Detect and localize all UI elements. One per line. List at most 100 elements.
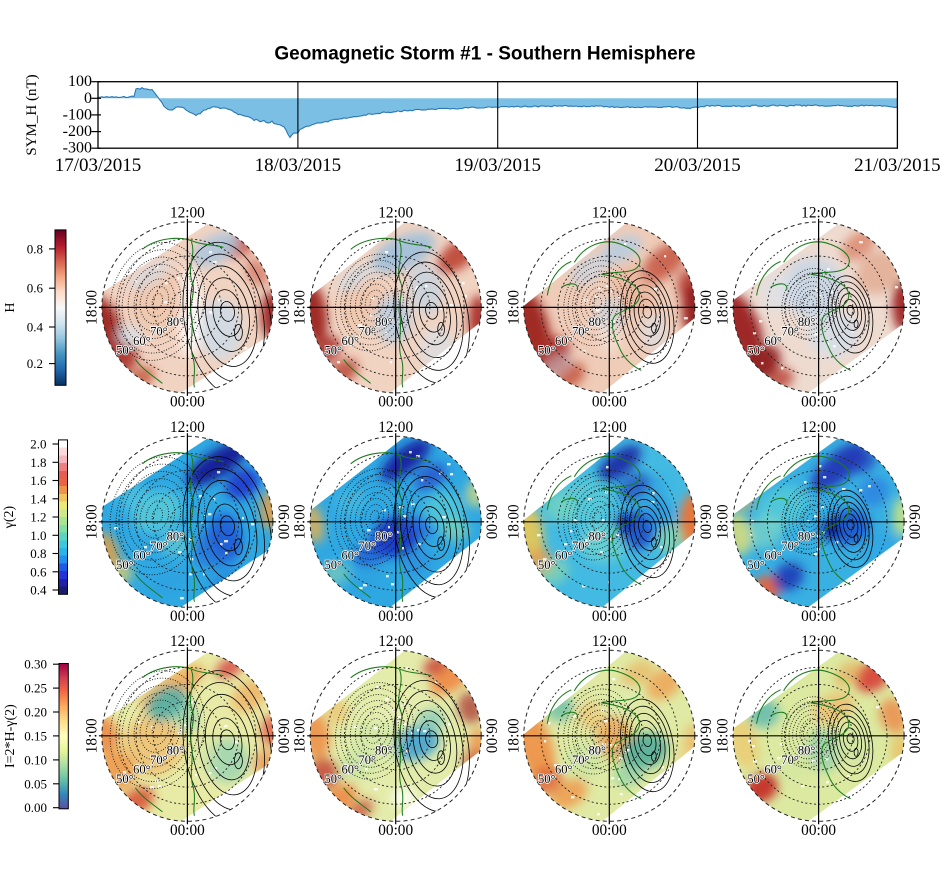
- svg-text:06:00: 06:00: [696, 718, 713, 753]
- svg-text:60°: 60°: [341, 548, 359, 562]
- svg-text:70°: 70°: [781, 324, 799, 338]
- svg-text:50°: 50°: [747, 558, 765, 572]
- svg-text:06:00: 06:00: [906, 504, 923, 539]
- svg-text:70°: 70°: [150, 539, 168, 553]
- svg-text:70°: 70°: [781, 539, 799, 553]
- svg-text:18:00: 18:00: [83, 718, 100, 753]
- svg-text:18:00: 18:00: [505, 290, 522, 325]
- svg-text:50°: 50°: [747, 343, 765, 357]
- svg-text:60°: 60°: [764, 548, 782, 562]
- svg-text:12:00: 12:00: [592, 419, 627, 436]
- svg-text:80°: 80°: [798, 315, 816, 329]
- svg-text:70°: 70°: [781, 753, 799, 767]
- svg-text:50°: 50°: [324, 772, 342, 786]
- svg-text:60°: 60°: [133, 334, 151, 348]
- svg-text:0.25: 0.25: [24, 681, 47, 696]
- svg-text:0: 0: [84, 90, 92, 107]
- svg-text:0.6: 0.6: [30, 564, 47, 579]
- svg-text:06:00: 06:00: [274, 718, 291, 753]
- svg-text:60°: 60°: [133, 548, 151, 562]
- svg-text:70°: 70°: [150, 324, 168, 338]
- svg-text:70°: 70°: [358, 753, 376, 767]
- svg-text:00:00: 00:00: [801, 393, 836, 410]
- svg-text:00:00: 00:00: [592, 822, 627, 839]
- svg-text:1.0: 1.0: [30, 528, 46, 543]
- svg-text:60°: 60°: [555, 548, 573, 562]
- svg-text:0.00: 0.00: [24, 800, 47, 815]
- svg-text:0.2: 0.2: [27, 356, 43, 371]
- svg-text:70°: 70°: [572, 539, 590, 553]
- svg-text:60°: 60°: [764, 762, 782, 776]
- svg-text:20/03/2015: 20/03/2015: [654, 155, 741, 176]
- svg-text:00:00: 00:00: [378, 608, 413, 625]
- svg-text:00:00: 00:00: [592, 608, 627, 625]
- svg-text:12:00: 12:00: [801, 633, 836, 650]
- svg-text:50°: 50°: [538, 772, 556, 786]
- svg-text:50°: 50°: [116, 558, 134, 572]
- svg-text:0.05: 0.05: [24, 776, 47, 791]
- svg-text:50°: 50°: [538, 558, 556, 572]
- svg-text:18/03/2015: 18/03/2015: [255, 155, 342, 176]
- svg-text:Geomagnetic Storm #1 - Souther: Geomagnetic Storm #1 - Southern Hemisphe…: [274, 44, 695, 65]
- svg-text:-200: -200: [63, 123, 92, 140]
- svg-text:12:00: 12:00: [170, 419, 205, 436]
- svg-text:0.20: 0.20: [24, 705, 47, 720]
- svg-text:80°: 80°: [589, 529, 607, 543]
- svg-text:50°: 50°: [538, 343, 556, 357]
- svg-text:00:00: 00:00: [378, 822, 413, 839]
- svg-text:18:00: 18:00: [715, 290, 732, 325]
- svg-text:80°: 80°: [589, 315, 607, 329]
- svg-text:0.15: 0.15: [24, 728, 47, 743]
- svg-text:06:00: 06:00: [696, 504, 713, 539]
- svg-text:80°: 80°: [375, 529, 393, 543]
- svg-text:60°: 60°: [764, 334, 782, 348]
- svg-text:60°: 60°: [555, 762, 573, 776]
- svg-text:00:00: 00:00: [592, 393, 627, 410]
- svg-text:0.4: 0.4: [30, 583, 47, 598]
- svg-text:18:00: 18:00: [715, 504, 732, 539]
- svg-text:00:00: 00:00: [801, 822, 836, 839]
- svg-text:1.8: 1.8: [30, 455, 46, 470]
- svg-text:18:00: 18:00: [292, 504, 309, 539]
- svg-text:H: H: [3, 303, 18, 313]
- svg-text:06:00: 06:00: [696, 290, 713, 325]
- svg-text:00:00: 00:00: [170, 608, 205, 625]
- svg-text:0.10: 0.10: [24, 752, 47, 767]
- svg-text:-300: -300: [63, 140, 92, 157]
- svg-text:18:00: 18:00: [83, 290, 100, 325]
- svg-text:12:00: 12:00: [170, 633, 205, 650]
- svg-text:50°: 50°: [747, 772, 765, 786]
- svg-text:06:00: 06:00: [483, 290, 500, 325]
- svg-text:50°: 50°: [116, 772, 134, 786]
- svg-text:12:00: 12:00: [801, 419, 836, 436]
- svg-text:50°: 50°: [116, 343, 134, 357]
- svg-text:12:00: 12:00: [378, 633, 413, 650]
- svg-text:2.0: 2.0: [30, 437, 46, 452]
- svg-text:I=2*H-γ(2): I=2*H-γ(2): [3, 704, 18, 768]
- svg-text:SYM_H (nT): SYM_H (nT): [24, 74, 40, 155]
- svg-text:21/03/2015: 21/03/2015: [854, 155, 941, 176]
- svg-text:0.8: 0.8: [30, 546, 46, 561]
- svg-text:γ(2): γ(2): [2, 506, 17, 530]
- svg-text:12:00: 12:00: [170, 204, 205, 221]
- svg-text:12:00: 12:00: [378, 204, 413, 221]
- svg-text:12:00: 12:00: [592, 633, 627, 650]
- svg-text:06:00: 06:00: [483, 504, 500, 539]
- svg-text:18:00: 18:00: [292, 290, 309, 325]
- svg-text:18:00: 18:00: [83, 504, 100, 539]
- svg-text:-100: -100: [63, 106, 92, 123]
- svg-text:70°: 70°: [572, 753, 590, 767]
- svg-text:12:00: 12:00: [378, 419, 413, 436]
- svg-text:1.4: 1.4: [30, 491, 47, 506]
- svg-text:60°: 60°: [555, 334, 573, 348]
- svg-text:06:00: 06:00: [483, 718, 500, 753]
- svg-text:18:00: 18:00: [715, 718, 732, 753]
- svg-text:0.6: 0.6: [27, 281, 44, 296]
- svg-text:0.4: 0.4: [27, 320, 44, 335]
- svg-text:1.6: 1.6: [30, 473, 47, 488]
- svg-text:00:00: 00:00: [170, 822, 205, 839]
- svg-text:00:00: 00:00: [378, 393, 413, 410]
- svg-text:70°: 70°: [572, 324, 590, 338]
- svg-text:12:00: 12:00: [592, 204, 627, 221]
- svg-text:17/03/2015: 17/03/2015: [55, 155, 142, 176]
